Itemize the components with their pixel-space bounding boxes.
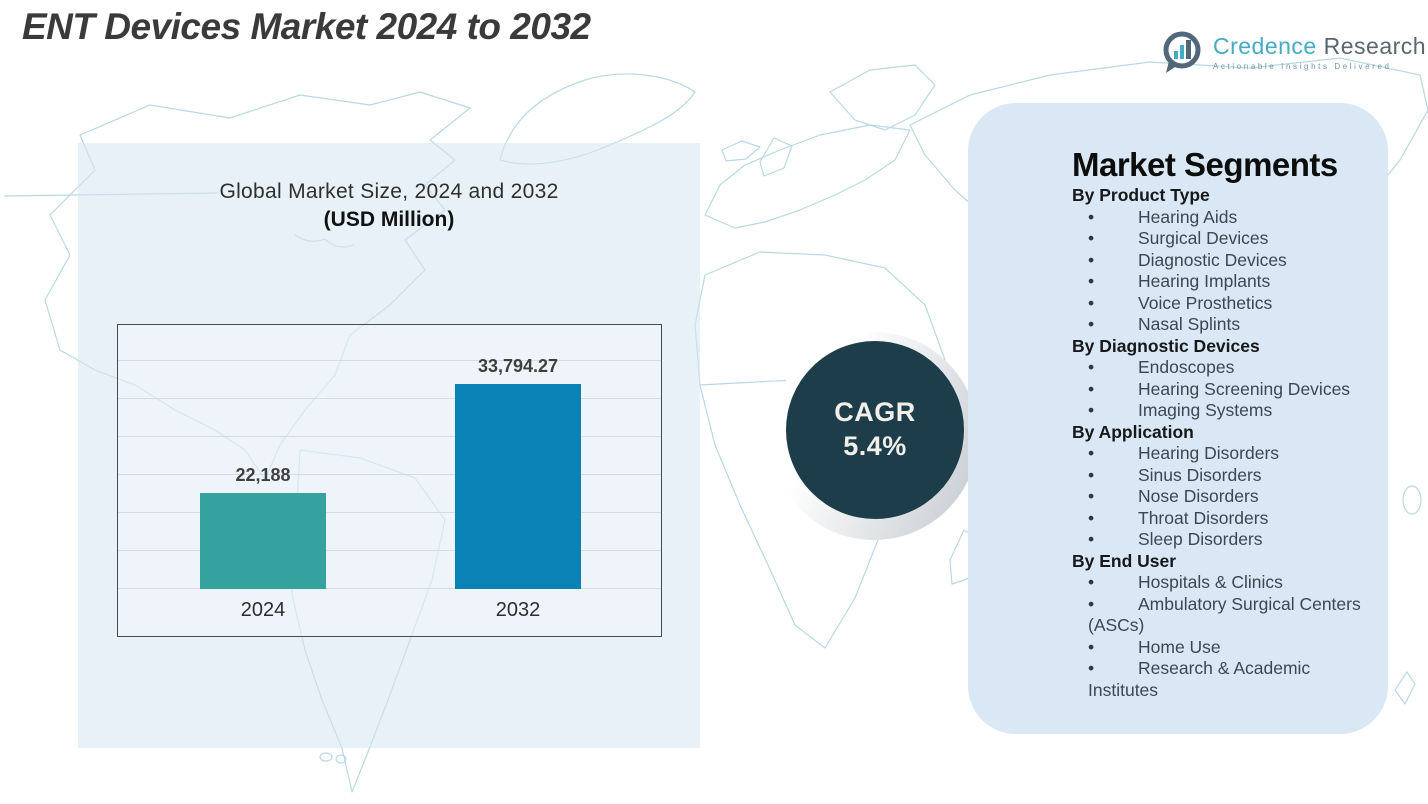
bullet-icon: • [1088, 658, 1095, 678]
segment-item: • Hospitals & Clinics [1072, 572, 1366, 594]
chart-title: Global Market Size, 2024 and 2032 [219, 180, 559, 203]
bullet-icon: • [1088, 249, 1095, 270]
bar-value-label: 22,188 [235, 465, 291, 485]
logo-text: Credence Research Actionable Insights De… [1213, 33, 1426, 71]
segments-title: Market Segments [1072, 146, 1338, 183]
bar-group: 33,794.27 2032 [455, 356, 581, 621]
segment-item: • Home Use [1072, 637, 1366, 659]
bar-group: 22,188 2024 [200, 465, 326, 621]
bullet-icon: • [1088, 443, 1095, 463]
bar-chart-plot: 22,188 2024 33,794.27 2032 [117, 324, 662, 637]
bullet-icon: • [1088, 378, 1095, 399]
chart-subtitle: (USD Million) [323, 208, 455, 231]
bullet-icon: • [1088, 507, 1095, 528]
bullet-icon: • [1088, 486, 1095, 506]
bar-value-label: 33,794.27 [477, 356, 559, 376]
segments-list: By Product Type • Hearing Aids • Surgical De… [1072, 185, 1366, 701]
segment-item-label: Imaging Systems [1138, 400, 1273, 420]
segment-item: • Surgical Devices [1072, 228, 1366, 250]
segment-item: • Sleep Disorders [1072, 529, 1366, 551]
bullet-icon: • [1088, 464, 1095, 485]
bullet-icon: • [1088, 400, 1095, 420]
segment-item-label: Hearing Screening Devices [1138, 378, 1351, 399]
cagr-badge: CAGR 5.4% [786, 341, 964, 519]
bar-chart-speech-bubble-icon [1163, 31, 1201, 73]
segment-item: • Nose Disorders [1072, 486, 1366, 508]
bullet-icon: • [1088, 228, 1095, 248]
segment-item-label: Voice Prosthetics [1138, 292, 1273, 313]
segment-item: • Hearing Screening Devices [1072, 379, 1366, 401]
bar-category-label: 2032 [495, 599, 541, 621]
logo-brand-primary: Credence [1213, 33, 1317, 59]
segment-item: • Nasal Splints [1072, 314, 1366, 336]
segment-item: • Voice Prosthetics [1072, 293, 1366, 315]
bullet-icon: • [1088, 271, 1095, 291]
market-segments-panel: Market Segments By Product Type • Hearing … [968, 103, 1388, 734]
cagr-value: 5.4% [843, 431, 907, 461]
bullet-icon: • [1088, 206, 1095, 227]
segment-group-heading: By Product Type [1072, 185, 1210, 205]
bullet-icon: • [1088, 636, 1095, 657]
logo-brand: Credence Research [1213, 33, 1426, 60]
segment-item-label: Sleep Disorders [1138, 529, 1263, 549]
page-title: ENT Devices Market 2024 to 2032 [22, 6, 591, 47]
bullet-icon: • [1088, 292, 1095, 313]
segment-item: • Hearing Disorders [1072, 443, 1366, 465]
segment-item-label: Nose Disorders [1138, 486, 1259, 506]
segment-item: • Sinus Disorders [1072, 465, 1366, 487]
segment-item-label: Hearing Aids [1138, 206, 1238, 227]
segment-item-label: Endoscopes [1138, 357, 1235, 377]
segment-item-label: Hearing Implants [1138, 271, 1271, 291]
credence-research-logo: Credence Research Actionable Insights De… [1158, 28, 1426, 76]
segment-item-label: Home Use [1138, 636, 1221, 657]
bar [200, 493, 326, 589]
segment-group-heading: By End User [1072, 550, 1177, 571]
segment-item: • Throat Disorders [1072, 508, 1366, 530]
logo-tagline: Actionable Insights Delivered [1213, 62, 1392, 71]
segment-item: • Hearing Implants [1072, 271, 1366, 293]
segment-item: • Diagnostic Devices [1072, 250, 1366, 272]
segment-item: • Endoscopes [1072, 357, 1366, 379]
segment-item: • Research & Academic Institutes [1072, 658, 1366, 701]
bullet-icon: • [1088, 357, 1095, 377]
segment-item-label: Surgical Devices [1138, 228, 1269, 248]
segment-item: • Hearing Aids [1072, 207, 1366, 229]
segment-item-label: Research & Academic Institutes [1088, 658, 1311, 700]
bullet-icon: • [1088, 314, 1095, 334]
segment-item-label: Throat Disorders [1138, 507, 1269, 528]
segment-item-label: Ambulatory Surgical Centers (ASCs) [1088, 593, 1361, 636]
segment-item-label: Hospitals & Clinics [1138, 572, 1283, 592]
cagr-label: CAGR [834, 397, 916, 428]
segment-item-label: Hearing Disorders [1138, 443, 1280, 463]
bullet-icon: • [1088, 593, 1095, 614]
logo-brand-secondary: Research [1323, 33, 1427, 59]
segment-group-heading: By Diagnostic Devices [1072, 335, 1260, 356]
segment-item-label: Nasal Splints [1138, 314, 1241, 334]
chart-title-block: Global Market Size, 2024 and 2032 (USD M… [78, 180, 700, 232]
segment-item-label: Sinus Disorders [1138, 464, 1262, 485]
segment-item: • Imaging Systems [1072, 400, 1366, 422]
segment-item: • Ambulatory Surgical Centers (ASCs) [1072, 594, 1366, 637]
bullet-icon: • [1088, 529, 1095, 549]
segment-item-label: Diagnostic Devices [1138, 249, 1287, 270]
bar-category-label: 2024 [240, 599, 286, 621]
bullet-icon: • [1088, 572, 1095, 592]
segment-group-heading: By Application [1072, 421, 1194, 442]
bar [455, 384, 581, 589]
